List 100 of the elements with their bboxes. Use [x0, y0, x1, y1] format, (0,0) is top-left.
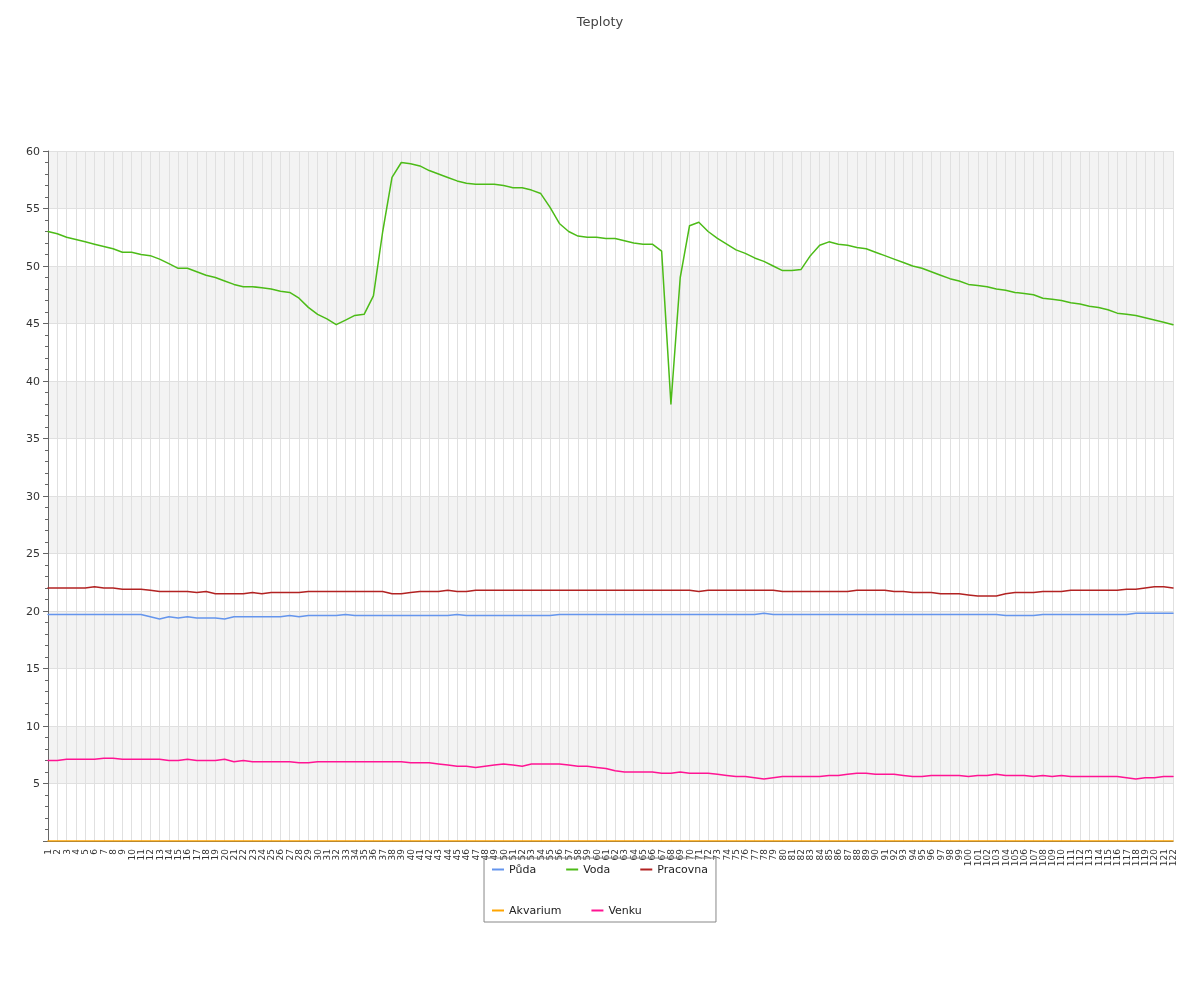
x-tick-label: 76 [740, 848, 751, 861]
y-tick-label: 25 [26, 547, 40, 560]
x-tick-label: 98 [944, 848, 955, 861]
x-tick-label: 85 [823, 849, 834, 861]
x-tick-label: 22 [238, 849, 249, 861]
x-tick-label: 72 [703, 849, 714, 861]
x-tick-label: 13 [154, 849, 165, 861]
x-tick-label: 2 [52, 849, 63, 855]
x-tick-label: 45 [452, 849, 463, 861]
x-tick-label: 25 [266, 849, 277, 861]
x-tick-label: 12 [145, 849, 156, 861]
x-tick-label: 92 [889, 849, 900, 861]
x-tick-label: 20 [219, 848, 230, 861]
x-tick-label: 121 [1158, 849, 1169, 867]
x-tick-label: 109 [1047, 848, 1058, 867]
x-tick-label: 6 [89, 848, 100, 855]
y-tick-label: 20 [26, 604, 40, 618]
x-tick-label: 82 [796, 849, 807, 861]
x-tick-label: 37 [377, 849, 388, 861]
x-tick-label: 28 [294, 848, 305, 861]
x-tick-label: 115 [1102, 849, 1113, 867]
x-tick-label: 102 [982, 849, 993, 867]
x-tick-label: 112 [1075, 849, 1086, 867]
x-tick-label: 11 [135, 849, 146, 861]
y-tick-label: 50 [26, 259, 40, 273]
x-tick-label: 57 [563, 849, 574, 861]
x-tick-label: 63 [619, 849, 630, 861]
x-tick-label: 94 [907, 848, 918, 861]
x-tick-label: 84 [814, 848, 825, 861]
x-tick-label: 116 [1112, 848, 1123, 867]
x-tick-label: 78 [758, 848, 769, 861]
legend-label: Pracovna [657, 863, 708, 876]
x-tick-label: 113 [1084, 849, 1095, 867]
x-tick-label: 58 [572, 848, 583, 861]
x-tick-label: 43 [433, 849, 444, 861]
x-tick-label: 54 [535, 848, 546, 861]
x-tick-label: 24 [256, 848, 267, 861]
x-tick-label: 1 [43, 849, 53, 855]
x-tick-label: 88 [851, 848, 862, 861]
x-tick-label: 60 [591, 848, 602, 861]
line-series [47, 586, 1174, 597]
y-tick-label: 45 [26, 317, 40, 330]
x-tick-label: 79 [768, 848, 779, 861]
x-tick-label: 31 [321, 849, 332, 861]
x-tick-label: 56 [554, 848, 565, 861]
legend-label: Voda [583, 863, 611, 876]
x-tick-label: 26 [275, 848, 286, 861]
x-tick-label: 4 [70, 848, 81, 855]
x-tick-label: 100 [963, 848, 974, 867]
x-tick-label: 67 [656, 849, 667, 861]
x-tick-label: 77 [749, 849, 760, 861]
x-tick-label: 108 [1037, 848, 1048, 867]
x-tick-label: 16 [182, 848, 193, 861]
x-tick-label: 107 [1028, 849, 1039, 867]
x-tick-label: 35 [359, 849, 370, 861]
x-tick-label: 8 [108, 848, 119, 855]
x-tick-label: 51 [507, 849, 518, 861]
legend-label: Půda [509, 863, 537, 876]
x-tick-label: 44 [442, 848, 453, 861]
x-tick-label: 48 [479, 848, 490, 861]
x-tick-label: 89 [861, 848, 872, 861]
x-tick-label: 23 [247, 849, 258, 861]
x-tick-label: 10 [126, 848, 137, 861]
x-tick-label: 47 [470, 849, 481, 861]
x-tick-label: 38 [387, 848, 398, 861]
y-tick-label: 15 [26, 662, 40, 675]
x-tick-label: 91 [879, 849, 890, 861]
x-tick-label: 105 [1009, 849, 1020, 867]
chart-title: Teploty [575, 14, 624, 29]
x-tick-label: 93 [898, 849, 909, 861]
line-series [47, 161, 1174, 405]
x-tick-label: 74 [721, 848, 732, 861]
x-tick-label: 97 [935, 849, 946, 861]
x-tick-label: 119 [1140, 848, 1151, 867]
legend-label: Akvarium [509, 904, 562, 917]
x-tick-label: 41 [414, 849, 425, 861]
x-tick-label: 33 [340, 849, 351, 861]
x-tick-label: 64 [628, 848, 639, 861]
x-tick-label: 52 [517, 849, 528, 861]
y-tick-label: 55 [26, 202, 40, 215]
legend-label: Venku [608, 904, 642, 917]
x-tick-label: 3 [61, 849, 72, 855]
x-tick-label: 80 [777, 848, 788, 861]
y-tick-label: 35 [26, 432, 40, 445]
x-tick-label: 106 [1019, 848, 1030, 867]
x-tick-label: 39 [396, 848, 407, 861]
x-tick-label: 96 [926, 848, 937, 861]
x-tick-label: 73 [712, 849, 723, 861]
x-tick-label: 40 [405, 848, 416, 861]
x-tick-label: 17 [191, 849, 202, 861]
x-tick-label: 118 [1130, 848, 1141, 867]
x-tick-label: 87 [842, 849, 853, 861]
line-series [47, 757, 1174, 780]
x-tick-label: 34 [349, 848, 360, 861]
x-tick-label: 29 [303, 848, 314, 861]
x-tick-label: 83 [805, 849, 816, 861]
x-tick-label: 120 [1149, 848, 1160, 867]
x-tick-label: 66 [647, 848, 658, 861]
x-tick-label: 81 [786, 849, 797, 861]
x-tick-label: 95 [916, 849, 927, 861]
